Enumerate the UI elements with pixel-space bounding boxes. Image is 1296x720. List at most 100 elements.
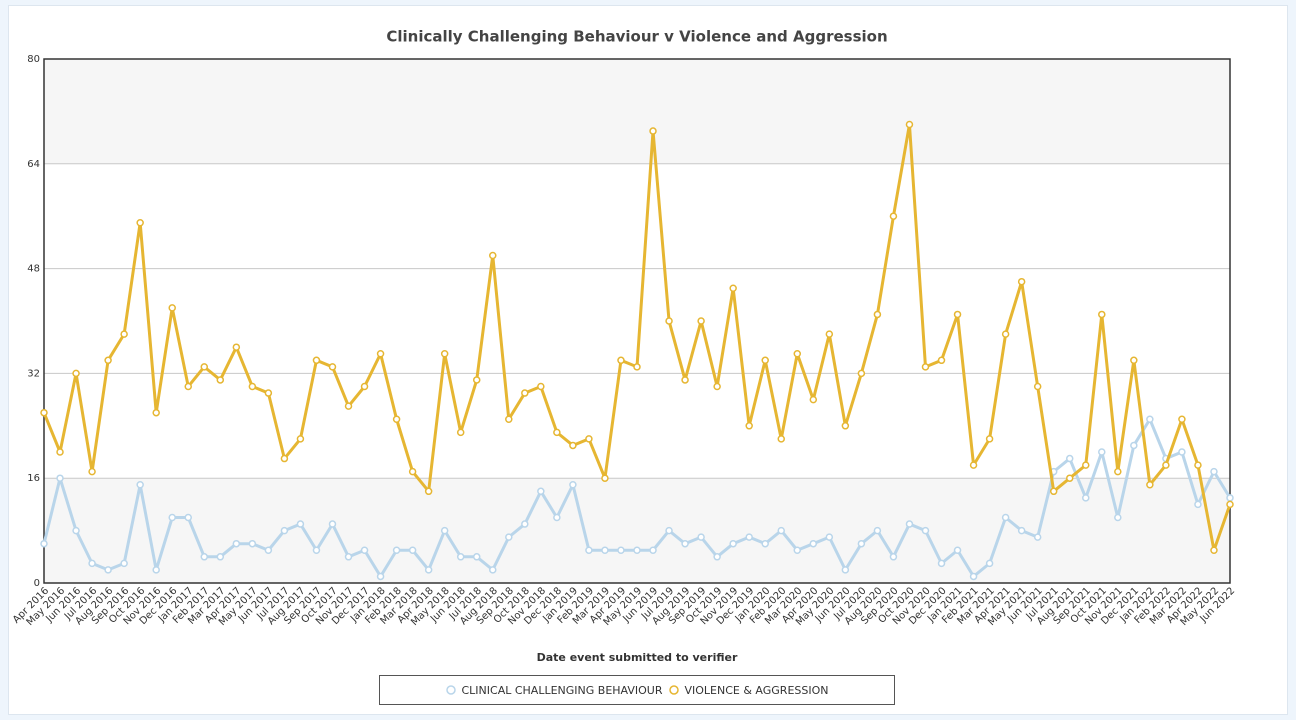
point xyxy=(88,467,96,476)
point xyxy=(1146,415,1154,423)
point xyxy=(120,559,128,568)
point xyxy=(1065,454,1074,463)
point xyxy=(521,520,529,528)
point xyxy=(344,553,353,561)
legend-marker xyxy=(669,685,680,695)
point xyxy=(1130,356,1138,365)
point xyxy=(1082,494,1090,502)
point xyxy=(489,566,497,574)
point xyxy=(793,350,802,358)
point xyxy=(889,212,898,220)
point xyxy=(777,526,785,535)
point xyxy=(809,539,818,548)
point xyxy=(280,454,289,463)
point xyxy=(713,553,721,561)
point xyxy=(392,546,401,554)
point xyxy=(713,382,721,391)
point xyxy=(1065,474,1074,482)
point xyxy=(264,546,273,554)
point xyxy=(569,481,577,489)
point xyxy=(40,539,48,548)
point xyxy=(392,415,401,423)
point xyxy=(312,356,321,365)
point xyxy=(729,284,737,292)
legend: CLINICAL CHALLENGING BEHAVIOUR VIOLENCE &… xyxy=(379,675,895,705)
point xyxy=(40,408,48,417)
legend-swatch xyxy=(669,685,680,695)
point xyxy=(665,526,673,535)
point xyxy=(617,546,625,554)
point xyxy=(1178,448,1186,456)
point xyxy=(232,539,241,548)
y-tick-label: 48 xyxy=(27,264,40,275)
chart-title: Clinically Challenging Behaviour v Viole… xyxy=(386,28,887,46)
point xyxy=(1146,481,1154,489)
legend-label: VIOLENCE & AGGRESSION xyxy=(684,683,829,697)
point xyxy=(104,566,112,574)
point xyxy=(745,533,753,541)
point xyxy=(537,382,545,391)
point xyxy=(264,389,273,397)
legend-item: CLINICAL CHALLENGING BEHAVIOUR xyxy=(445,684,662,697)
point xyxy=(1033,533,1042,541)
point xyxy=(120,330,128,338)
point xyxy=(1033,382,1042,391)
point xyxy=(857,369,866,378)
point xyxy=(649,546,657,554)
point xyxy=(649,127,657,135)
point xyxy=(296,520,305,528)
point xyxy=(745,422,753,430)
point xyxy=(424,566,433,574)
point xyxy=(72,526,80,535)
point xyxy=(1049,487,1058,496)
point xyxy=(88,559,96,568)
point xyxy=(553,428,561,437)
point xyxy=(1226,500,1234,509)
grid-band xyxy=(44,478,1230,583)
legend-item: VIOLENCE & AGGRESSION xyxy=(668,683,829,697)
point xyxy=(985,435,994,443)
point xyxy=(1226,494,1234,502)
grid-band xyxy=(44,59,1230,164)
point xyxy=(953,310,962,319)
point xyxy=(953,546,962,554)
y-tick-label: 0 xyxy=(34,578,40,589)
point xyxy=(985,559,994,568)
point xyxy=(633,546,641,554)
point xyxy=(56,448,64,456)
point xyxy=(825,330,834,338)
point xyxy=(1114,467,1122,476)
point xyxy=(136,481,144,489)
point xyxy=(216,553,225,561)
point xyxy=(312,546,321,554)
point xyxy=(424,487,433,496)
y-tick-label: 64 xyxy=(27,159,40,170)
point xyxy=(200,553,209,561)
point xyxy=(408,467,417,476)
point xyxy=(841,566,850,574)
point xyxy=(841,422,850,430)
point xyxy=(553,513,561,522)
point xyxy=(969,572,978,581)
point xyxy=(601,546,609,554)
point xyxy=(633,363,641,371)
point xyxy=(809,395,818,404)
point xyxy=(905,120,914,129)
point xyxy=(1114,513,1122,522)
point xyxy=(1178,415,1186,423)
point xyxy=(777,435,785,443)
point xyxy=(1162,461,1170,469)
point xyxy=(873,526,882,535)
point xyxy=(1017,277,1026,286)
point xyxy=(376,572,385,581)
point xyxy=(1194,461,1202,469)
point xyxy=(505,415,513,423)
point xyxy=(697,317,705,325)
point xyxy=(360,546,369,554)
point xyxy=(184,513,192,522)
point xyxy=(216,376,225,384)
point xyxy=(937,559,946,568)
point xyxy=(456,553,465,561)
point xyxy=(408,546,417,554)
